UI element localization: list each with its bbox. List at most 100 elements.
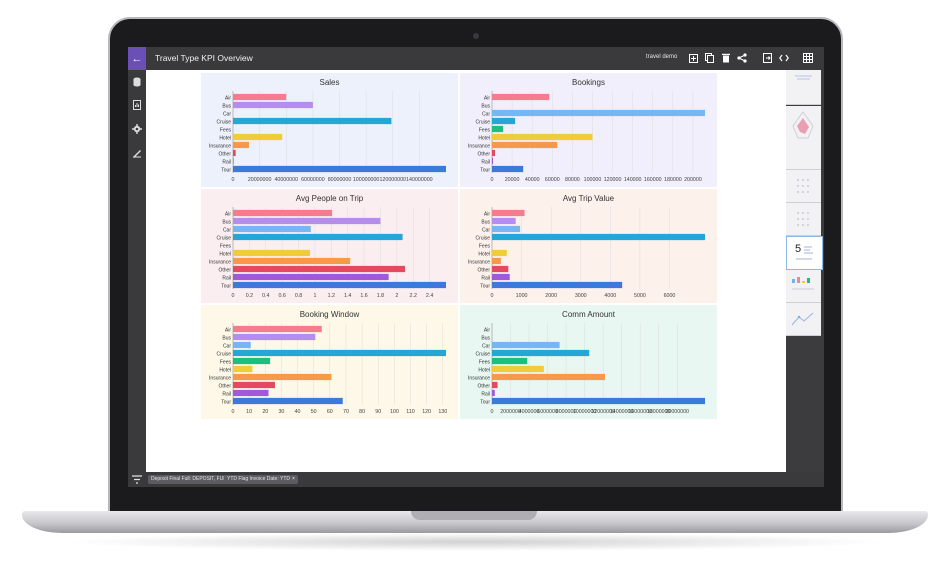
bar-other[interactable] bbox=[233, 381, 275, 389]
bar-other[interactable] bbox=[492, 381, 498, 389]
bar-insurance[interactable] bbox=[233, 373, 332, 381]
x-tick-label: 140000 bbox=[624, 177, 642, 183]
bar-bus[interactable] bbox=[492, 217, 516, 225]
bar-cruise[interactable] bbox=[233, 349, 446, 357]
copy-button[interactable] bbox=[703, 52, 715, 64]
add-button[interactable] bbox=[687, 52, 699, 64]
bar-rail[interactable] bbox=[233, 389, 269, 397]
bar-car[interactable] bbox=[492, 109, 705, 117]
filter-icon[interactable] bbox=[132, 475, 142, 484]
data-sources-button[interactable] bbox=[131, 76, 143, 88]
bar-other[interactable] bbox=[492, 265, 509, 273]
bar-fees[interactable] bbox=[492, 357, 528, 365]
close-icon[interactable]: × bbox=[292, 476, 295, 482]
bar-fees[interactable] bbox=[233, 357, 271, 365]
report-icon bbox=[133, 100, 141, 110]
thumbnail-page-6[interactable] bbox=[786, 270, 821, 303]
category-label: Air bbox=[225, 328, 231, 334]
filter-chip-ytd[interactable]: YTD Flag Invoice Date: YTD × bbox=[224, 475, 298, 484]
bar-insurance[interactable] bbox=[233, 257, 351, 265]
bar-cruise[interactable] bbox=[492, 233, 705, 241]
bar-rail[interactable] bbox=[492, 389, 495, 397]
bar-air[interactable] bbox=[233, 209, 333, 217]
bar-rail[interactable] bbox=[492, 273, 510, 281]
thumbnail-page-4[interactable] bbox=[786, 203, 821, 236]
bar-rail[interactable] bbox=[233, 273, 389, 281]
bar-tour[interactable] bbox=[492, 397, 705, 405]
bar-insurance[interactable] bbox=[492, 257, 501, 265]
settings-button[interactable] bbox=[131, 123, 143, 135]
thumbnail-page-5-active[interactable]: 5 bbox=[786, 236, 823, 270]
bar-tour[interactable] bbox=[492, 165, 524, 173]
x-tick-label: 20000000 bbox=[248, 177, 272, 183]
bar-tour[interactable] bbox=[233, 397, 343, 405]
code-button[interactable] bbox=[778, 52, 790, 64]
bar-car[interactable] bbox=[492, 225, 521, 233]
bar-other[interactable] bbox=[233, 149, 236, 157]
category-label: Air bbox=[225, 96, 231, 102]
bar-car[interactable] bbox=[233, 225, 311, 233]
x-tick-label: 80 bbox=[359, 409, 365, 415]
bar-air[interactable] bbox=[233, 325, 322, 333]
bar-tour[interactable] bbox=[233, 165, 446, 173]
bar-air[interactable] bbox=[492, 93, 550, 101]
bar-other[interactable] bbox=[233, 265, 406, 273]
bar-hotel[interactable] bbox=[233, 133, 283, 141]
x-tick-label: 10000000 bbox=[573, 409, 597, 415]
x-tick-label: 100 bbox=[390, 409, 399, 415]
category-label: Hotel bbox=[478, 136, 490, 142]
bar-tour[interactable] bbox=[233, 281, 446, 289]
thumbnail-page-1[interactable] bbox=[786, 70, 821, 105]
chart-svg: Avg People on Trip 0 0.2 0.4 0.6 0.8 1 1.2 1.4 1.… bbox=[209, 194, 446, 299]
chart-panel-4[interactable]: Booking Window 0 10 20 30 40 50 60 70 80 90 100 110 1… bbox=[201, 305, 458, 419]
bar-hotel[interactable] bbox=[492, 365, 544, 373]
bar-hotel[interactable] bbox=[492, 249, 507, 257]
thumbnail-page-3[interactable] bbox=[786, 170, 821, 203]
x-tick-label: 2.4 bbox=[426, 293, 433, 299]
thumbnail-page-2[interactable] bbox=[786, 106, 821, 170]
bar-hotel[interactable] bbox=[492, 133, 593, 141]
bar-rail[interactable] bbox=[233, 157, 234, 165]
chart-panel-5[interactable]: Comm Amount 0 2000000 4000000 6000000 8000000… bbox=[460, 305, 717, 419]
bar-rail[interactable] bbox=[492, 157, 494, 165]
bar-tour[interactable] bbox=[492, 281, 623, 289]
bar-hotel[interactable] bbox=[233, 365, 253, 373]
category-label: Tour bbox=[480, 168, 490, 174]
chart-panel-2[interactable]: Avg People on Trip 0 0.2 0.4 0.6 0.8 1 1.2 1.4 1.… bbox=[201, 189, 458, 303]
delete-button[interactable] bbox=[720, 52, 732, 64]
share-button[interactable] bbox=[736, 52, 748, 64]
chart-panel-1[interactable]: Bookings 0 20000 40000 60000 80000 100000 12000… bbox=[460, 73, 717, 187]
bar-cruise[interactable] bbox=[233, 117, 392, 125]
bar-bus[interactable] bbox=[233, 217, 381, 225]
reports-button[interactable] bbox=[131, 99, 143, 111]
user-name[interactable]: travel demo bbox=[646, 54, 678, 60]
grid-button[interactable] bbox=[802, 52, 814, 64]
chart-title: Avg People on Trip bbox=[296, 194, 364, 203]
bar-air[interactable] bbox=[492, 209, 525, 217]
bar-insurance[interactable] bbox=[233, 141, 249, 149]
design-button[interactable] bbox=[131, 147, 143, 159]
bar-cruise[interactable] bbox=[492, 117, 516, 125]
bar-fees[interactable] bbox=[492, 125, 504, 133]
export-button[interactable] bbox=[761, 52, 773, 64]
chart-panel-3[interactable]: Avg Trip Value 0 1000 2000 3000 4000 5000 6000 A… bbox=[460, 189, 717, 303]
filter-chip-label: YTD Flag Invoice Date: YTD bbox=[227, 476, 290, 482]
thumbnail-page-7[interactable] bbox=[786, 303, 821, 336]
bar-cruise[interactable] bbox=[492, 349, 590, 357]
bar-bus[interactable] bbox=[233, 101, 313, 109]
chart-panel-0[interactable]: Sales 0 20000000 40000000 60000000 80000000 10… bbox=[201, 73, 458, 187]
thumbnail-grid-icon bbox=[797, 179, 809, 193]
bar-hotel[interactable] bbox=[233, 249, 311, 257]
bar-other[interactable] bbox=[492, 149, 496, 157]
bar-air[interactable] bbox=[233, 93, 287, 101]
bar-car[interactable] bbox=[492, 341, 560, 349]
bar-car[interactable] bbox=[233, 341, 251, 349]
x-tick-label: 1.4 bbox=[344, 293, 351, 299]
grid-icon bbox=[803, 53, 813, 63]
bar-insurance[interactable] bbox=[492, 141, 558, 149]
category-label: Car bbox=[223, 344, 231, 350]
bar-cruise[interactable] bbox=[233, 233, 403, 241]
back-button[interactable]: ← bbox=[128, 47, 146, 70]
bar-bus[interactable] bbox=[233, 333, 316, 341]
bar-insurance[interactable] bbox=[492, 373, 605, 381]
